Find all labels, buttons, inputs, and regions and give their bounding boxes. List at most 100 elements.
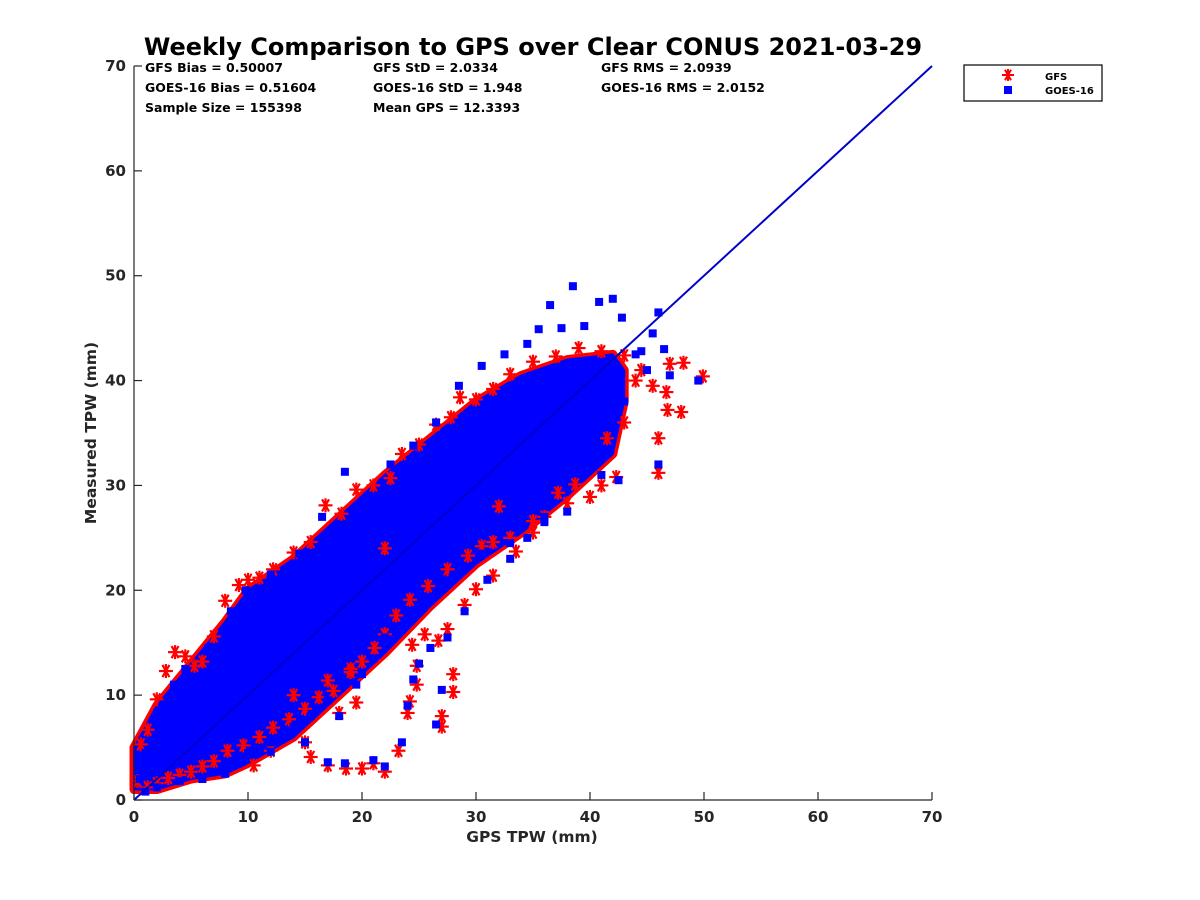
goes16-point (369, 654, 378, 663)
goes16-point (141, 748, 150, 757)
goes16-point (449, 570, 458, 579)
stat-mean-gps: Mean GPS = 12.3393 (373, 100, 520, 115)
goes16-point (409, 675, 418, 684)
goes16-point (432, 720, 441, 729)
goes16-point (477, 361, 486, 370)
goes16-point (241, 586, 250, 595)
goes16-point (534, 325, 543, 334)
gfs-point (367, 640, 382, 655)
goes16-point (289, 722, 298, 731)
gfs-point (383, 471, 398, 486)
gfs-point (594, 344, 609, 359)
gfs-point (158, 664, 173, 679)
goes16-point (335, 712, 344, 721)
stat-sample-size: Sample Size = 155398 (145, 100, 302, 115)
gfs-point (628, 373, 643, 388)
goes16-point (340, 759, 349, 768)
gfs-point (417, 627, 432, 642)
goes16-point (221, 769, 230, 778)
gfs-series (130, 341, 710, 795)
goes16-point (403, 701, 412, 710)
goes16-point (380, 762, 389, 771)
gfs-point (446, 684, 461, 699)
goes16-point (477, 549, 486, 558)
y-axis-label: Measured TPW (mm) (82, 342, 100, 524)
goes16-point (643, 366, 651, 375)
goes16-point (244, 748, 252, 757)
gfs-point (349, 695, 364, 710)
goes16-point (141, 787, 150, 796)
gfs-point (405, 637, 420, 652)
gfs-point (161, 770, 176, 785)
goes16-point (586, 439, 594, 448)
goes16-point (409, 441, 418, 450)
goes16-point (595, 297, 604, 306)
goes16-point (665, 371, 674, 380)
y-tick-label: 10 (105, 686, 126, 704)
goes16-point (301, 738, 309, 747)
goes16-point (460, 607, 469, 616)
gfs-point (206, 754, 221, 769)
goes16-point (397, 738, 406, 747)
gfs-point (252, 730, 267, 745)
goes16-point (523, 339, 532, 348)
gfs-point (469, 392, 483, 407)
x-tick-label: 50 (694, 808, 715, 826)
gfs-point (343, 661, 358, 676)
gfs-point (660, 402, 675, 417)
gfs-point (241, 572, 255, 587)
goes16-point (181, 664, 190, 673)
goes16-point (631, 350, 640, 359)
goes16-point (369, 756, 378, 765)
gfs-point (676, 355, 691, 370)
x-tick-label: 0 (129, 808, 139, 826)
gfs-point (461, 548, 476, 563)
goes16-point (266, 570, 275, 579)
goes16-point (323, 696, 332, 705)
x-tick-label: 60 (808, 808, 829, 826)
goes16-point (175, 777, 184, 786)
legend-goes16-label: GOES-16 (1045, 86, 1094, 97)
gfs-point (355, 761, 369, 776)
gfs-point (617, 415, 632, 430)
goes16-point (557, 324, 566, 333)
x-tick-label: 10 (238, 808, 259, 826)
goes16-point (506, 554, 515, 563)
goes16-point (648, 329, 657, 338)
goes16-point (523, 533, 532, 542)
gfs-point (486, 381, 501, 396)
goes16-point (529, 449, 537, 458)
legend-gfs-label: GFS (1045, 72, 1067, 83)
goes16-point (546, 301, 555, 310)
goes16-point (340, 467, 349, 476)
goes16-point (620, 397, 629, 406)
gfs-point (594, 478, 609, 493)
goes16-point (540, 518, 549, 527)
goes16-series (135, 282, 703, 796)
gfs-point (548, 349, 563, 364)
x-tick-label: 20 (352, 808, 373, 826)
goes16-point (654, 460, 663, 469)
gfs-point (568, 477, 583, 492)
gfs-point (389, 608, 404, 623)
goes16-point (563, 507, 572, 516)
goes16-point (506, 539, 515, 548)
goes16-point (617, 313, 626, 322)
goes16-point (386, 460, 395, 469)
gfs-point (246, 758, 261, 773)
goes16-point (608, 294, 617, 303)
goes16-point (472, 502, 480, 511)
gfs-point (184, 764, 198, 779)
y-tick-label: 0 (116, 791, 126, 809)
gfs-point (178, 649, 193, 664)
goes16-point (318, 512, 327, 521)
one-to-one-reference-line (133, 65, 933, 801)
goes16-point (500, 350, 509, 359)
goes16-point (580, 322, 589, 331)
gfs-point (674, 405, 689, 420)
gfs-point (491, 499, 506, 514)
goes16-point (266, 738, 275, 747)
gfs-point (446, 667, 461, 682)
goes16-point (352, 680, 361, 689)
gfs-point (326, 683, 341, 698)
